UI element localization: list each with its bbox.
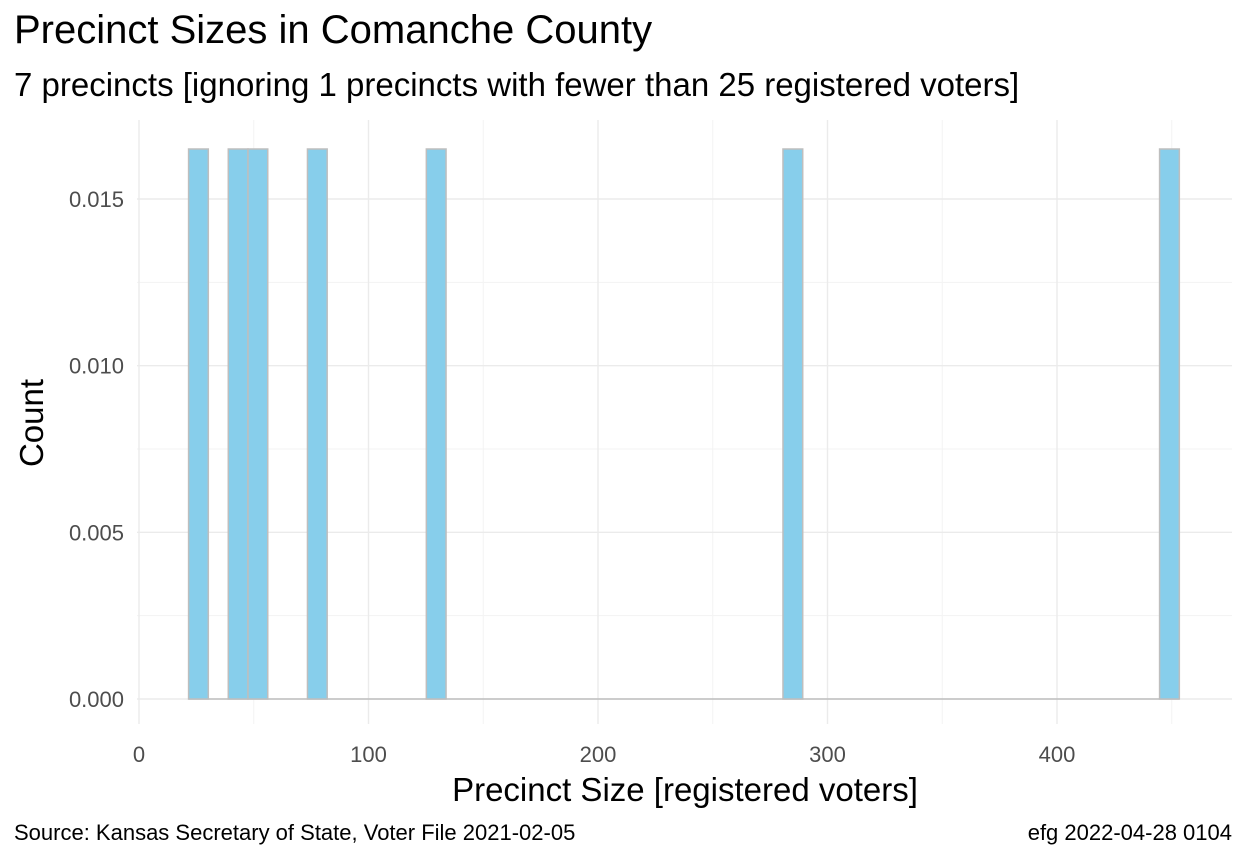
y-axis-ticks: 0.000 0.005 0.010 0.015 (69, 187, 124, 712)
chart-subtitle: 7 precincts [ignoring 1 precincts with f… (14, 66, 1020, 103)
x-tick-label: 0 (133, 742, 145, 767)
histogram-bar (425, 148, 447, 700)
minor-gridlines (137, 120, 1232, 724)
histogram-bars (187, 148, 1181, 700)
x-tick-label: 200 (580, 742, 617, 767)
x-axis-ticks: 0 100 200 300 400 (133, 742, 1075, 767)
y-tick-label: 0.005 (69, 520, 124, 545)
y-tick-label: 0.000 (69, 687, 124, 712)
histogram-bar (247, 148, 269, 700)
chart-title: Precinct Sizes in Comanche County (14, 8, 653, 52)
x-tick-label: 100 (350, 742, 387, 767)
x-tick-label: 300 (809, 742, 846, 767)
histogram-bar (187, 148, 210, 700)
histogram-bar (306, 148, 328, 700)
credit-caption: efg 2022-04-28 0104 (1027, 820, 1232, 845)
x-axis-label: Precinct Size [registered voters] (452, 771, 918, 808)
y-tick-label: 0.010 (69, 354, 124, 379)
histogram-bar (782, 148, 804, 700)
histogram-bar (227, 148, 249, 700)
histogram-bar (1158, 148, 1181, 700)
y-tick-label: 0.015 (69, 187, 124, 212)
major-gridlines (137, 120, 1232, 724)
y-axis-label: Count (13, 379, 50, 467)
x-tick-label: 400 (1039, 742, 1076, 767)
source-caption: Source: Kansas Secretary of State, Voter… (14, 820, 576, 845)
